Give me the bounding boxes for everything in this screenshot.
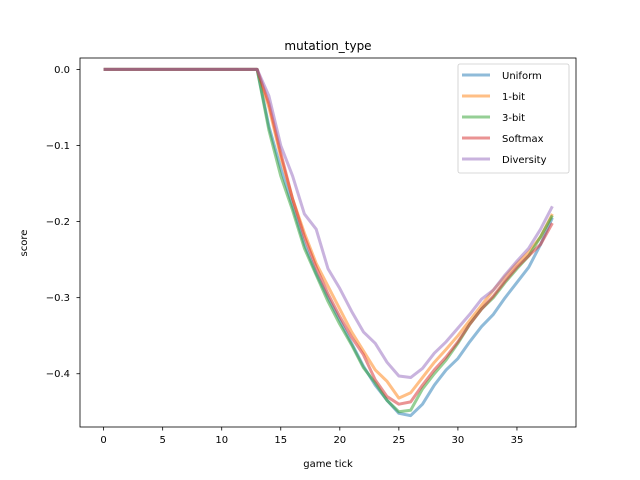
x-tick-label: 20 — [333, 435, 346, 446]
x-axis-label: game tick — [303, 459, 353, 470]
y-axis-label: score — [19, 230, 30, 257]
x-tick-label: 30 — [452, 435, 465, 446]
plot-frame — [79, 57, 577, 428]
legend-label-1: 1-bit — [502, 92, 525, 103]
y-tick-label: −0.2 — [46, 217, 70, 228]
legend-label-2: 3-bit — [502, 113, 525, 124]
x-tick-label: 0 — [100, 435, 106, 446]
legend-frame — [457, 63, 570, 174]
x-tick-label: 25 — [392, 435, 405, 446]
legend-label-3: Softmax — [502, 134, 544, 145]
x-tick-label: 15 — [274, 435, 287, 446]
x-tick-label: 10 — [215, 435, 228, 446]
y-tick-label: 0.0 — [54, 65, 70, 76]
series-layer — [103, 67, 554, 418]
x-tick-label: 35 — [511, 435, 524, 446]
y-tick-label: −0.1 — [46, 141, 70, 152]
chart-title: mutation_type — [284, 39, 371, 53]
ticks-layer: 0 5 10 15 20 25 30 35 0.0 −0.1 −0.2 −0.3 −0.4 — [46, 65, 524, 446]
series-line-4 — [103, 67, 554, 380]
legend: Uniform 1-bit 3-bit Softmax Diversity — [457, 63, 570, 174]
legend-label-0: Uniform — [502, 71, 542, 82]
y-tick-label: −0.3 — [46, 293, 70, 304]
legend-label-4: Diversity — [502, 155, 547, 166]
x-tick-label: 5 — [159, 435, 165, 446]
y-tick-label: −0.4 — [46, 369, 70, 380]
